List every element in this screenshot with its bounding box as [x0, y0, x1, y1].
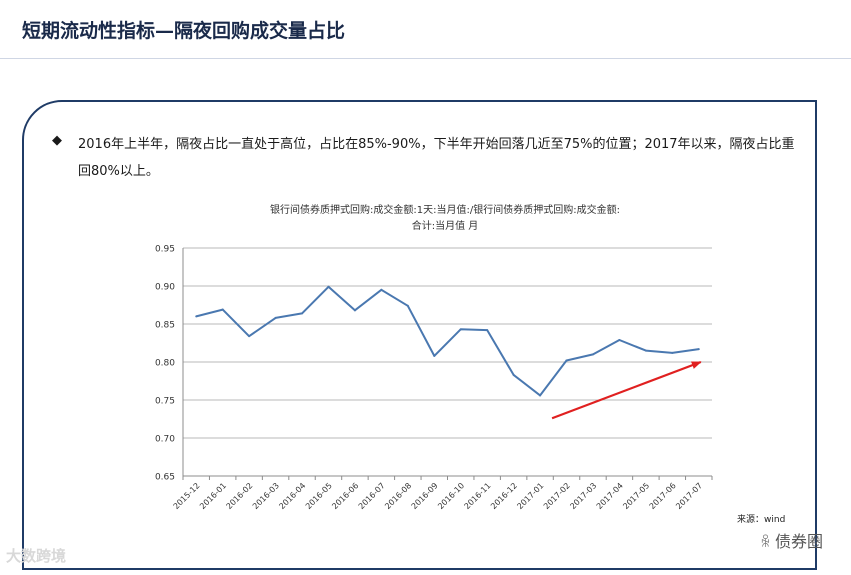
brand-logo-text: 债券圈 — [774, 532, 823, 551]
x-tick-label: 2016-11 — [463, 481, 493, 511]
series-line — [195, 285, 699, 397]
x-tick-label: 2017-04 — [595, 481, 625, 511]
y-tick-label: 0.65 — [155, 473, 175, 483]
source-note: 来源：wind — [737, 515, 786, 525]
data-point — [644, 349, 647, 352]
x-tick-label: 2015-12 — [172, 481, 202, 511]
data-point — [697, 348, 700, 351]
x-tick-label: 2016-02 — [225, 481, 255, 511]
data-point — [618, 338, 621, 341]
data-point — [565, 359, 568, 362]
x-tick-label: 2016-04 — [277, 481, 307, 511]
x-tick-label: 2016-09 — [410, 481, 440, 511]
y-tick-label: 0.95 — [155, 245, 175, 255]
title-divider — [0, 58, 851, 59]
data-point — [301, 312, 304, 315]
data-point — [671, 351, 674, 354]
summary-text: 2016年上半年，隔夜占比一直处于高位，占比在85%-90%，下半年开始回落几近… — [78, 137, 795, 179]
y-tick-label: 0.90 — [155, 283, 175, 293]
y-tick-label: 0.85 — [155, 321, 175, 331]
data-point — [380, 288, 383, 291]
data-point — [327, 285, 330, 288]
x-tick-label: 2017-01 — [515, 481, 545, 511]
y-tick-label: 0.75 — [155, 397, 175, 407]
data-point — [591, 353, 594, 356]
chart-title: 银行间债券质押式回购:成交金额:1天:当月值:/银行间债券质押式回购:成交金额:… — [180, 203, 710, 235]
bullet-diamond-icon: ◆ — [52, 133, 62, 148]
watermark: 大数跨境 — [6, 545, 66, 566]
data-point — [459, 328, 462, 331]
x-tick-label: 2016-05 — [304, 481, 334, 511]
x-tick-label: 2016-01 — [198, 481, 228, 511]
brand-logo: ꆜ 债券圈 — [760, 528, 823, 552]
content-panel — [22, 100, 817, 570]
data-point — [195, 315, 198, 318]
x-tick-label: 2016-10 — [436, 481, 466, 511]
x-tick-label: 2017-07 — [674, 481, 704, 511]
x-tick-label: 2017-05 — [621, 481, 651, 511]
data-point — [353, 309, 356, 312]
x-tick-label: 2016-08 — [383, 481, 413, 511]
data-point — [274, 316, 277, 319]
x-tick-label: 2017-03 — [568, 481, 598, 511]
x-tick-label: 2017-06 — [648, 481, 678, 511]
data-point — [221, 308, 224, 311]
wechat-icon: ꆜ — [760, 535, 771, 551]
x-tick-label: 2017-02 — [542, 481, 572, 511]
trend-arrow — [551, 360, 702, 420]
x-tick-label: 2016-12 — [489, 481, 519, 511]
data-point — [486, 329, 489, 332]
data-point — [433, 354, 436, 357]
chart-title-line-1: 银行间债券质押式回购:成交金额:1天:当月值:/银行间债券质押式回购:成交金额: — [270, 205, 620, 216]
x-tick-label: 2016-07 — [357, 481, 387, 511]
data-point — [406, 304, 409, 307]
data-point — [539, 394, 542, 397]
x-tick-label: 2016-03 — [251, 481, 281, 511]
watermark-text: 大数跨境 — [6, 547, 67, 565]
data-point — [512, 373, 515, 376]
y-tick-label: 0.70 — [155, 435, 175, 445]
data-point — [248, 335, 251, 338]
y-tick-label: 0.80 — [155, 359, 175, 369]
x-tick-label: 2016-06 — [330, 481, 360, 511]
page-title: 短期流动性指标—隔夜回购成交量占比 — [22, 20, 346, 42]
chart-title-line-2: 合计:当月值 月 — [411, 221, 479, 232]
